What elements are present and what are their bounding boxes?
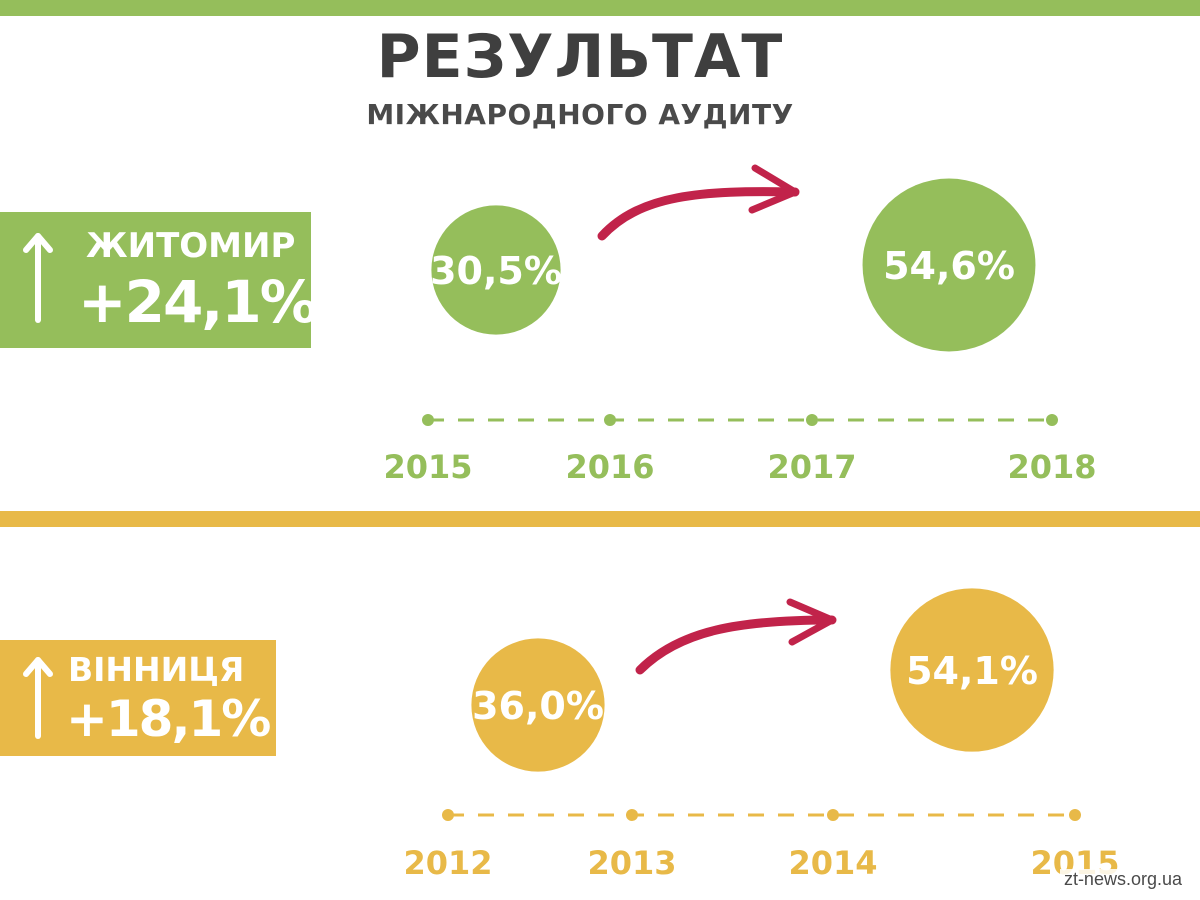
page-title: РЕЗУЛЬТАТ — [376, 22, 784, 92]
bubble-value-label: 30,5% — [430, 249, 562, 293]
vinnytsia-badge: ВІННИЦЯ +18,1% — [0, 640, 276, 756]
year-label: 2015 — [383, 448, 472, 486]
vinnytsia-city-label: ВІННИЦЯ — [68, 650, 245, 689]
timeline-tick — [1069, 809, 1081, 821]
arrowhead-icon — [748, 164, 799, 214]
timeline-tick — [626, 809, 638, 821]
year-label: 2014 — [788, 844, 877, 882]
timeline-tick — [604, 414, 616, 426]
zhytomyr-city-label: ЖИТОМИР — [86, 226, 296, 266]
up-arrow-icon — [23, 657, 53, 739]
year-label: 2013 — [587, 844, 676, 882]
year-label: 2012 — [403, 844, 492, 882]
timeline-tick — [442, 809, 454, 821]
curved-arrow-icon — [597, 187, 800, 241]
middle-divider — [0, 511, 1200, 527]
year-label: 2016 — [565, 448, 654, 486]
value-bubble — [862, 178, 1036, 352]
year-label: 2018 — [1007, 448, 1096, 486]
curved-arrow-icon — [635, 615, 837, 675]
up-arrow-icon — [23, 233, 53, 323]
value-bubble — [431, 205, 561, 335]
source-watermark: zt-news.org.ua — [1059, 869, 1186, 890]
page-subtitle: МІЖНАРОДНОГО АУДИТУ — [366, 98, 794, 131]
zhytomyr-change-value: +24,1% — [78, 268, 318, 336]
top-divider — [0, 0, 1200, 16]
year-label: 2017 — [767, 448, 856, 486]
timeline-tick — [806, 414, 818, 426]
zhytomyr-badge: ЖИТОМИР +24,1% — [0, 212, 318, 348]
value-bubble — [890, 588, 1054, 752]
bubble-value-label: 36,0% — [472, 684, 604, 728]
timeline-tick — [827, 809, 839, 821]
arrowhead-icon — [786, 598, 836, 646]
bubble-value-label: 54,6% — [883, 244, 1015, 288]
timeline-tick — [1046, 414, 1058, 426]
vinnytsia-change-value: +18,1% — [66, 690, 271, 748]
value-bubble — [471, 638, 605, 772]
bubble-value-label: 54,1% — [906, 649, 1038, 693]
timeline-tick — [422, 414, 434, 426]
